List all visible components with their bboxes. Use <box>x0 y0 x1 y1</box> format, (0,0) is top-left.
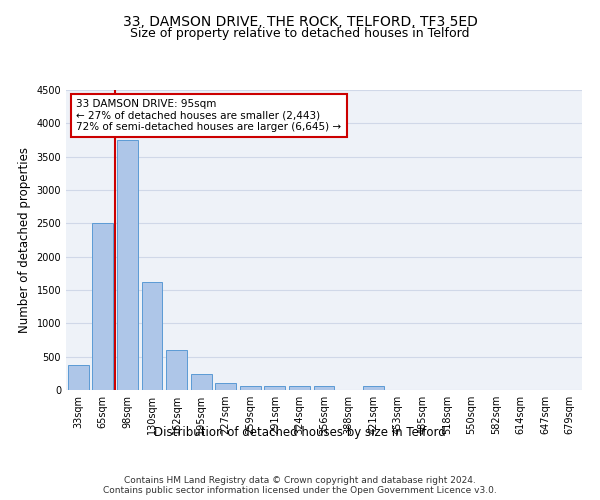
Bar <box>314 386 334 390</box>
Bar <box>191 374 212 390</box>
Bar <box>240 386 261 390</box>
Text: Distribution of detached houses by size in Telford: Distribution of detached houses by size … <box>154 426 446 439</box>
Bar <box>166 350 187 390</box>
Y-axis label: Number of detached properties: Number of detached properties <box>18 147 31 333</box>
Bar <box>265 386 286 390</box>
Bar <box>289 386 310 390</box>
Text: 33, DAMSON DRIVE, THE ROCK, TELFORD, TF3 5ED: 33, DAMSON DRIVE, THE ROCK, TELFORD, TF3… <box>122 15 478 29</box>
Bar <box>68 364 89 390</box>
Bar <box>92 224 113 390</box>
Bar <box>142 282 163 390</box>
Bar <box>362 386 383 390</box>
Text: Size of property relative to detached houses in Telford: Size of property relative to detached ho… <box>130 28 470 40</box>
Bar <box>215 382 236 390</box>
Text: Contains HM Land Registry data © Crown copyright and database right 2024.
Contai: Contains HM Land Registry data © Crown c… <box>103 476 497 495</box>
Text: 33 DAMSON DRIVE: 95sqm
← 27% of detached houses are smaller (2,443)
72% of semi-: 33 DAMSON DRIVE: 95sqm ← 27% of detached… <box>76 99 341 132</box>
Bar <box>117 140 138 390</box>
